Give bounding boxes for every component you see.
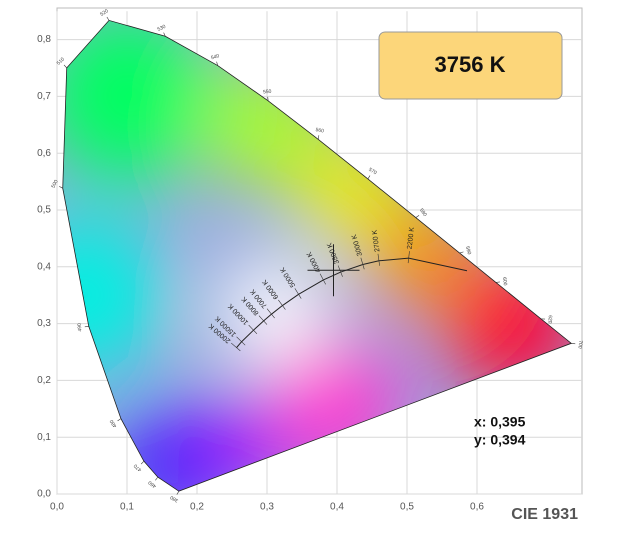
measured-point [307, 244, 360, 297]
wavelength-tick [163, 32, 166, 37]
x-readout: x: 0,395 [474, 414, 526, 430]
wavelength-tick [415, 215, 420, 218]
wavelength-label: 380 [169, 494, 179, 504]
y-tick-label: 0,2 [37, 375, 51, 386]
wavelength-tick [117, 418, 122, 422]
wavelength-label: 620 [547, 315, 553, 324]
wavelength-label: 580 [418, 208, 428, 218]
wavelength-tick [459, 251, 464, 254]
wavelength-tick [106, 16, 110, 21]
y-tick-label: 0,5 [37, 205, 51, 216]
isotemp-tick [294, 288, 302, 299]
isotemp-tick [248, 324, 258, 335]
isotemp-tick [231, 342, 241, 352]
wavelength-label: 480 [109, 418, 119, 428]
wavelength-label: 540 [210, 53, 220, 61]
isotemp-tick [337, 265, 343, 277]
wavelength-tick [140, 460, 145, 465]
blob [62, 215, 165, 375]
cct-tick-label: 2700 K [371, 229, 381, 252]
isotemp-tick [360, 257, 365, 270]
y-tick-label: 0,1 [37, 432, 51, 443]
x-tick-label: 0,3 [260, 502, 274, 513]
x-tick-label: 0,1 [120, 502, 134, 513]
wavelength-label: 590 [464, 246, 472, 256]
cct-tick-label: 2200 K [407, 226, 416, 249]
wavelength-label: 520 [99, 8, 109, 18]
y-tick-label: 0,6 [37, 148, 51, 159]
isotemp-tick [236, 336, 246, 346]
wavelength-label: 700 [576, 340, 583, 349]
isotemp-tick [407, 251, 410, 264]
wavelength-tick [571, 343, 576, 345]
wavelength-tick [317, 135, 320, 140]
wavelength-label: 490 [77, 323, 84, 332]
y-readout: y: 0,394 [474, 432, 526, 448]
y-tick-label: 0,3 [37, 318, 51, 329]
wavelength-tick [216, 61, 219, 66]
wavelength-label: 500 [50, 179, 59, 189]
wavelength-label: 550 [263, 89, 272, 96]
wavelength-label: 570 [367, 167, 377, 177]
x-tick-label: 0,6 [470, 502, 484, 513]
wavelength-label: 560 [315, 127, 324, 134]
wavelength-label: 470 [133, 462, 143, 472]
wavelength-label: 510 [56, 56, 66, 66]
x-tick-label: 0,2 [190, 502, 204, 513]
isotemp-tick [278, 299, 286, 310]
y-tick-label: 0,4 [37, 261, 51, 272]
isotemp-tick [377, 253, 380, 266]
y-tick-label: 0,0 [37, 489, 51, 500]
cct-box [378, 31, 563, 100]
wavelength-tick [63, 64, 67, 69]
wavelength-tick [155, 476, 159, 481]
x-tick-label: 0,4 [330, 502, 344, 513]
x-tick-label: 0,0 [50, 502, 64, 513]
isotemp-tick [266, 308, 275, 319]
isotemp-tick [319, 273, 326, 285]
cct-label: 3756 K [435, 52, 506, 77]
wavelength-label: 530 [157, 24, 167, 33]
wavelength-label: 460 [147, 479, 157, 489]
x-tick-label: 0,5 [400, 502, 414, 513]
wavelength-tick [367, 175, 371, 180]
isotemp-tick [258, 315, 268, 325]
y-tick-label: 0,7 [37, 91, 51, 102]
wavelength-label: 600 [501, 277, 508, 286]
wavelength-tick [176, 491, 180, 495]
y-tick-label: 0,8 [37, 34, 51, 45]
chart-title: CIE 1931 [511, 506, 578, 523]
wavelength-tick [59, 186, 63, 189]
